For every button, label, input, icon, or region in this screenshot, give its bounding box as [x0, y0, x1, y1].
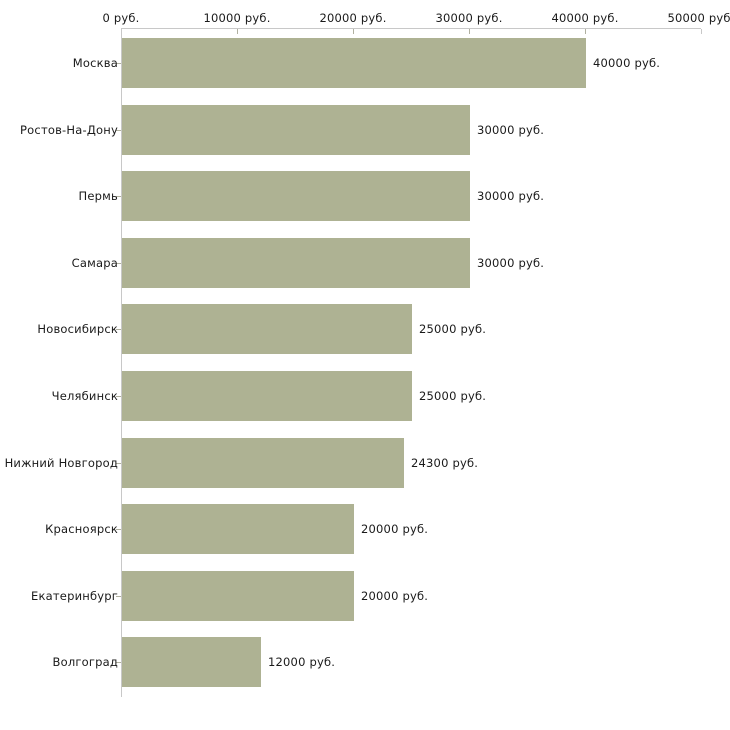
x-axis-tick	[353, 29, 354, 34]
x-axis-tick-label: 20000 руб.	[319, 11, 387, 25]
y-axis-line	[121, 28, 122, 697]
y-axis-tick	[116, 396, 121, 397]
y-axis-category-label: Красноярск	[45, 522, 118, 536]
x-axis-tick-label: 50000 руб.	[667, 11, 730, 25]
bar[interactable]	[122, 637, 261, 687]
y-axis-category-label: Ростов-На-Дону	[20, 123, 118, 137]
y-axis-category-label: Пермь	[78, 189, 118, 203]
bar[interactable]	[122, 38, 586, 88]
y-axis-tick	[116, 329, 121, 330]
y-axis-tick	[116, 130, 121, 131]
bar-value-label: 20000 руб.	[361, 589, 429, 603]
x-axis-tick	[701, 29, 702, 34]
y-axis-tick	[116, 662, 121, 663]
x-axis-tick	[585, 29, 586, 34]
bar-value-label: 25000 руб.	[419, 322, 487, 336]
bar-value-label: 20000 руб.	[361, 522, 429, 536]
x-axis-tick-label: 10000 руб.	[203, 11, 271, 25]
y-axis-category-label: Новосибирск	[37, 322, 118, 336]
y-axis-category-label: Волгоград	[52, 655, 118, 669]
x-axis-line	[121, 28, 701, 29]
x-axis-tick	[469, 29, 470, 34]
bar-value-label: 40000 руб.	[593, 56, 661, 70]
bar[interactable]	[122, 571, 354, 621]
bar[interactable]	[122, 371, 412, 421]
bar-value-label: 30000 руб.	[477, 123, 545, 137]
y-axis-tick	[116, 63, 121, 64]
bar-value-label: 24300 руб.	[411, 456, 479, 470]
bar-value-label: 25000 руб.	[419, 389, 487, 403]
bar[interactable]	[122, 504, 354, 554]
y-axis-tick	[116, 463, 121, 464]
bar-value-label: 30000 руб.	[477, 256, 545, 270]
x-axis-tick-label: 30000 руб.	[435, 11, 503, 25]
y-axis-category-label: Нижний Новгород	[4, 456, 118, 470]
y-axis-category-label: Челябинск	[51, 389, 118, 403]
bar-value-label: 12000 руб.	[268, 655, 336, 669]
bar[interactable]	[122, 438, 404, 488]
y-axis-tick	[116, 263, 121, 264]
bar[interactable]	[122, 304, 412, 354]
bar[interactable]	[122, 171, 470, 221]
bar-value-label: 30000 руб.	[477, 189, 545, 203]
bar[interactable]	[122, 238, 470, 288]
y-axis-category-label: Самара	[71, 256, 118, 270]
y-axis-tick	[116, 196, 121, 197]
x-axis-tick-label: 0 руб.	[102, 11, 140, 25]
bar[interactable]	[122, 105, 470, 155]
y-axis-category-label: Москва	[72, 56, 118, 70]
x-axis-tick-label: 40000 руб.	[551, 11, 619, 25]
y-axis-tick	[116, 596, 121, 597]
y-axis-category-label: Екатеринбург	[31, 589, 118, 603]
x-axis-tick	[237, 29, 238, 34]
x-axis-tick	[121, 29, 122, 34]
y-axis-tick	[116, 529, 121, 530]
